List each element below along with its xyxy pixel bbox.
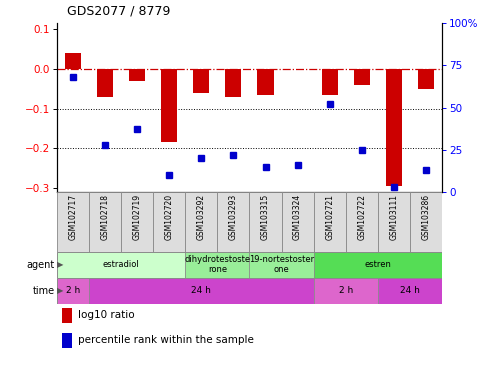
Bar [418,69,434,89]
Text: GSM103315: GSM103315 [261,194,270,240]
Text: 24 h: 24 h [400,286,420,295]
Text: GSM102718: GSM102718 [100,194,110,240]
Bar [129,69,145,81]
Text: GSM102721: GSM102721 [325,194,334,240]
Bar [217,192,250,252]
Text: GSM102719: GSM102719 [133,194,142,240]
Bar [313,278,378,304]
Bar [89,278,313,304]
Bar [185,252,250,278]
Bar [257,69,273,94]
Text: 2 h: 2 h [339,286,353,295]
Bar [322,69,338,94]
Text: ▶: ▶ [57,286,63,295]
Text: time: time [32,286,55,296]
Bar [161,69,177,142]
Bar [378,192,410,252]
Text: GSM103324: GSM103324 [293,194,302,240]
Bar [57,278,89,304]
Text: GSM102722: GSM102722 [357,194,366,240]
Text: dihydrotestoste
rone: dihydrotestoste rone [185,255,251,274]
Bar [386,69,402,186]
Bar [121,192,153,252]
Bar [313,192,346,252]
Text: 24 h: 24 h [191,286,211,295]
Text: estradiol: estradiol [103,260,140,269]
Bar [57,252,185,278]
Text: agent: agent [27,260,55,270]
Bar [57,192,89,252]
Bar [378,278,442,304]
Text: GSM102717: GSM102717 [69,194,78,240]
Text: GSM103293: GSM103293 [229,194,238,240]
Text: ▶: ▶ [57,260,63,269]
Text: GSM102720: GSM102720 [165,194,174,240]
Bar [410,192,442,252]
Bar [185,192,217,252]
Bar [313,252,442,278]
Text: percentile rank within the sample: percentile rank within the sample [78,335,254,345]
Bar [193,69,209,93]
Bar [226,69,242,97]
Bar [97,69,113,97]
Text: GSM103111: GSM103111 [389,194,398,240]
Bar [250,192,282,252]
Bar [65,53,81,69]
Bar [153,192,185,252]
Text: log10 ratio: log10 ratio [78,310,135,320]
Text: 19-nortestoster
one: 19-nortestoster one [249,255,314,274]
Text: GSM103292: GSM103292 [197,194,206,240]
Text: estren: estren [364,260,391,269]
Text: 2 h: 2 h [66,286,80,295]
Bar [250,252,313,278]
Bar [89,192,121,252]
Bar [354,69,370,84]
Bar [346,192,378,252]
Text: GDS2077 / 8779: GDS2077 / 8779 [67,4,170,17]
Bar [282,192,313,252]
Text: GSM103286: GSM103286 [421,194,430,240]
